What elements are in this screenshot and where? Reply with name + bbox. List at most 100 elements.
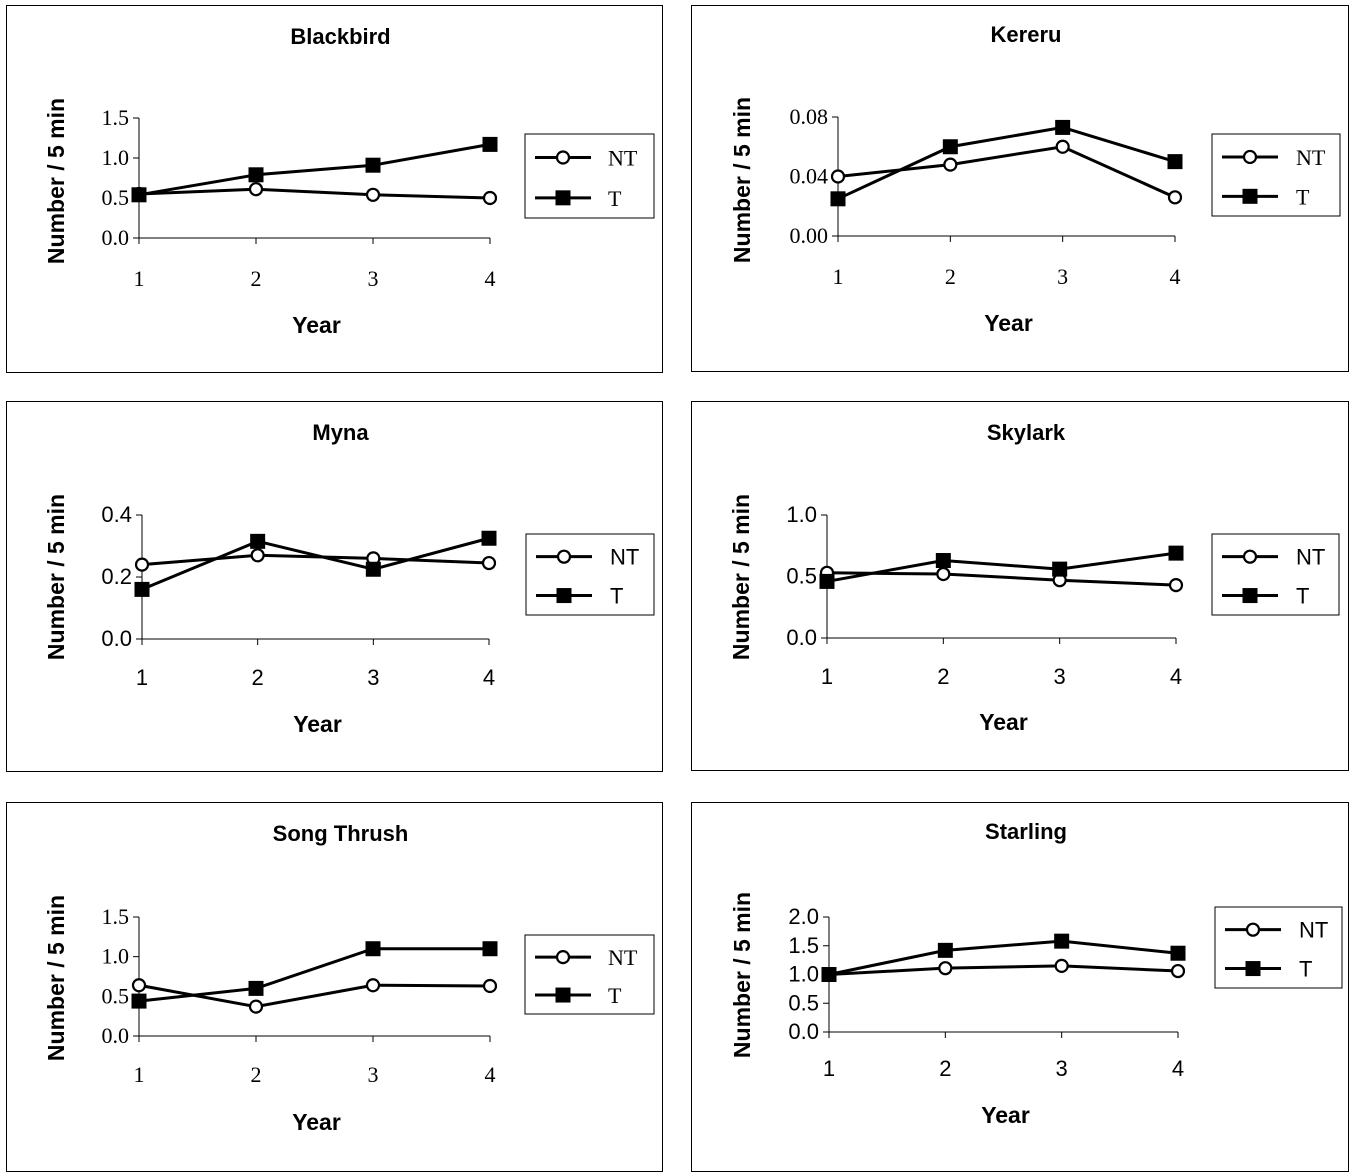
- legend-marker-nt: [555, 150, 571, 165]
- legend-marker-nt: [1242, 549, 1258, 564]
- chart-title: Skylark: [987, 420, 1066, 445]
- y-axis-label: Number / 5 min: [729, 892, 755, 1058]
- chart-panel-song-thrush: Song Thrush Number / 5 min Year 0.0 0.5 1.0 1.…: [6, 802, 663, 1172]
- legend-label-nt: NT: [1299, 918, 1328, 943]
- chart-panel-starling: Starling Number / 5 min Year 0.0 0.5 1.0 1.5 2.…: [691, 802, 1349, 1172]
- series-line-t: [826, 551, 1177, 583]
- y-tick-label: 1.0: [102, 944, 130, 969]
- legend-box: [525, 533, 655, 616]
- data-point-t: [1168, 545, 1184, 561]
- chart-title: Blackbird: [290, 24, 390, 49]
- x-tick-label: 3: [1054, 664, 1066, 689]
- legend-label-t: T: [1296, 584, 1309, 609]
- data-point-t: [1167, 154, 1183, 170]
- data-point-nt: [365, 978, 381, 993]
- chart-svg-blackbird: Blackbird Number / 5 min Year 0.0 0.5 1.0 1.5 1…: [43, 24, 655, 338]
- data-point-t: [1170, 945, 1186, 961]
- data-point-nt: [482, 190, 498, 206]
- data-point-nt: [1168, 578, 1184, 593]
- x-tick-label: 3: [1057, 264, 1068, 289]
- chart-svg-starling: Starling Number / 5 min Year 0.0 0.5 1.0 1.5 2.…: [729, 819, 1343, 1128]
- data-point-t: [937, 942, 953, 958]
- legend-label-t: T: [1296, 184, 1310, 209]
- legend-marker-t: [1242, 188, 1258, 204]
- data-point-nt: [943, 157, 958, 172]
- data-point-t: [248, 167, 264, 183]
- x-axis-label: Year: [979, 709, 1028, 735]
- y-tick-label: 0.5: [102, 983, 130, 1008]
- data-point-nt: [1167, 190, 1183, 205]
- data-point-t: [935, 553, 951, 569]
- legend-marker-t: [1245, 961, 1261, 977]
- x-tick-label: 1: [823, 1056, 835, 1081]
- chart-svg-skylark: Skylark Number / 5 min Year 0.0 0.5 1.0 1 2 3 4 NT…: [728, 420, 1340, 735]
- legend-box: [524, 133, 655, 219]
- data-point-t: [482, 941, 498, 957]
- x-tick-label: 2: [945, 264, 956, 289]
- data-point-t: [482, 136, 498, 152]
- data-point-nt: [481, 555, 497, 571]
- data-point-t: [821, 967, 837, 982]
- legend-box: [1211, 533, 1340, 616]
- legend-marker-nt: [1245, 922, 1261, 937]
- x-tick-label: 2: [937, 664, 949, 689]
- y-axis-label: Number / 5 min: [43, 494, 69, 660]
- y-tick-label: 0.5: [102, 185, 130, 210]
- data-point-nt: [248, 182, 264, 197]
- legend-label-nt: NT: [610, 545, 639, 570]
- legend-label-t: T: [608, 186, 622, 211]
- data-point-nt: [250, 548, 265, 563]
- y-tick-label: 1.5: [102, 904, 130, 929]
- legend-box: [1214, 906, 1343, 989]
- series-line-t: [828, 939, 1179, 976]
- data-point-t: [365, 941, 381, 957]
- y-axis-label: Number / 5 min: [43, 895, 69, 1061]
- data-point-nt: [1170, 963, 1186, 979]
- chart-title: Myna: [312, 420, 369, 445]
- y-tick-label: 0.2: [101, 564, 132, 589]
- y-tick-label: 0.0: [102, 225, 130, 250]
- y-axis-label: Number / 5 min: [728, 494, 754, 660]
- data-point-t: [131, 993, 147, 1009]
- legend-marker-t: [555, 190, 571, 206]
- data-point-nt: [482, 978, 498, 994]
- legend-label-nt: NT: [608, 945, 638, 970]
- x-axis-label: Year: [293, 711, 342, 737]
- chart-svg-song-thrush: Song Thrush Number / 5 min Year 0.0 0.5 1.0 1.…: [43, 821, 655, 1135]
- x-axis-label: Year: [292, 1109, 341, 1135]
- data-point-t: [248, 980, 264, 996]
- data-point-t: [1055, 119, 1071, 135]
- data-point-t: [365, 561, 381, 577]
- series-line-t: [141, 536, 490, 591]
- x-tick-label: 2: [251, 1062, 262, 1087]
- y-tick-label: 0.5: [788, 990, 819, 1015]
- legend-box: [1211, 133, 1341, 217]
- legend-marker-t: [555, 987, 571, 1003]
- x-tick-label: 3: [368, 266, 379, 291]
- y-tick-label: 1.5: [102, 105, 130, 130]
- y-tick-label: 1.0: [102, 145, 130, 170]
- x-tick-label: 1: [134, 266, 145, 291]
- y-tick-label: 0.08: [790, 104, 829, 129]
- legend-label-t: T: [1299, 957, 1312, 982]
- x-tick-label: 4: [483, 665, 495, 690]
- data-point-t: [134, 581, 150, 597]
- data-point-t: [365, 157, 381, 173]
- series-line-t: [138, 947, 490, 1003]
- legend-box: [524, 934, 655, 1015]
- y-tick-label: 0.5: [786, 564, 817, 589]
- x-tick-label: 3: [368, 1062, 379, 1087]
- data-point-t: [942, 139, 958, 155]
- x-tick-label: 2: [252, 665, 264, 690]
- legend-marker-nt: [555, 950, 571, 965]
- data-point-nt: [134, 557, 150, 572]
- chart-title: Kereru: [991, 22, 1062, 47]
- y-tick-label: 0.0: [788, 1019, 819, 1044]
- data-point-t: [250, 533, 266, 549]
- y-tick-label: 0.0: [786, 625, 817, 650]
- y-tick-label: 0.4: [101, 502, 132, 527]
- legend-label-nt: NT: [1296, 145, 1326, 170]
- y-tick-label: 1.0: [786, 502, 817, 527]
- series-line-nt: [828, 964, 1179, 976]
- legend-label-t: T: [610, 584, 623, 609]
